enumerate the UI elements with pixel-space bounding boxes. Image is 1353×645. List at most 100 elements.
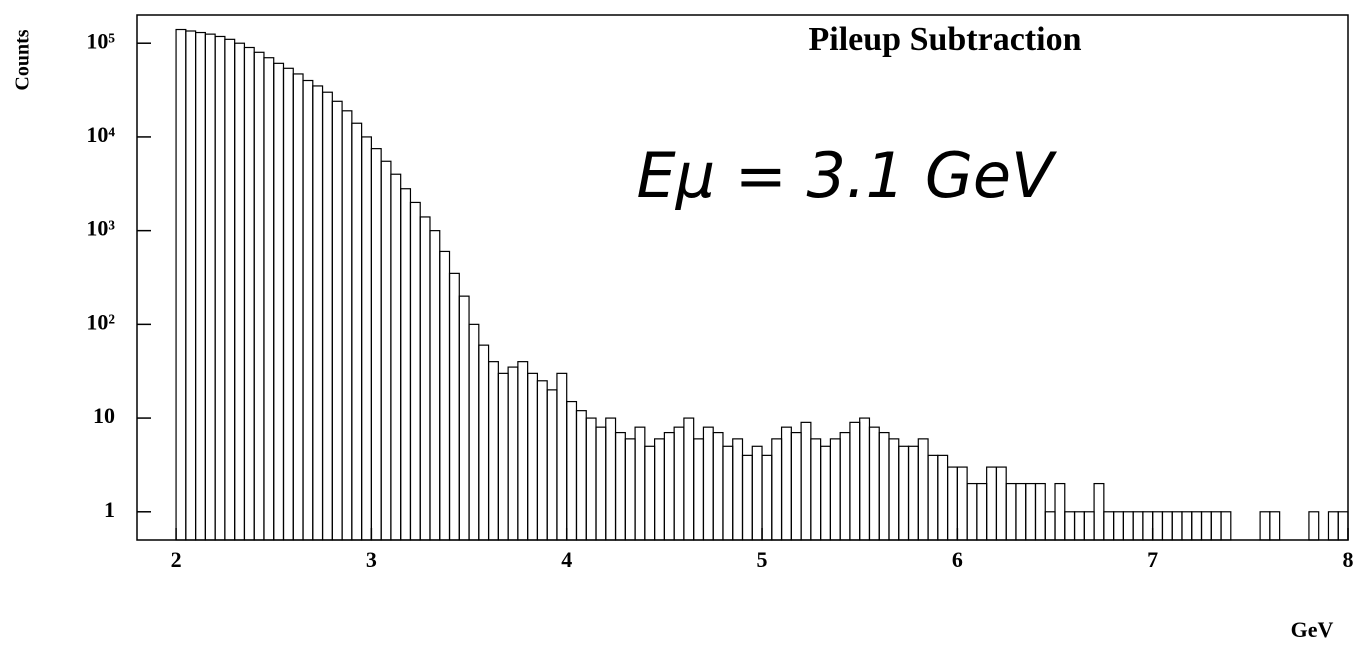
chart-title: Pileup Subtraction <box>809 21 1082 58</box>
histogram-bar <box>790 431 802 541</box>
x-tick-label: 6 <box>952 547 963 572</box>
histogram-bar <box>644 445 656 541</box>
y-tick-label: 10⁴ <box>86 122 115 147</box>
histogram-bar <box>810 438 822 541</box>
histogram-bar <box>292 73 304 541</box>
x-tick-label: 5 <box>757 547 768 572</box>
histogram-bar <box>1113 511 1124 541</box>
histogram-bar <box>751 445 763 541</box>
histogram-bar <box>585 417 597 541</box>
x-tick-label: 3 <box>366 547 377 572</box>
histogram-bar <box>937 454 949 541</box>
histogram-bar <box>1152 511 1164 541</box>
histogram-bar <box>1093 482 1105 541</box>
histogram-bar <box>439 250 451 541</box>
histogram-bar <box>722 445 734 541</box>
histogram-bar <box>351 122 363 541</box>
histogram-bar <box>380 160 392 541</box>
x-tick-label: 7 <box>1147 547 1158 572</box>
histogram-bar <box>566 400 578 541</box>
histogram-bar <box>175 28 187 541</box>
histogram-bar <box>478 344 490 541</box>
histogram-bar <box>1054 482 1066 541</box>
histogram-bar <box>605 417 617 541</box>
histogram-bar <box>527 372 539 541</box>
histogram-bar <box>829 438 841 541</box>
histogram-bar <box>507 366 519 541</box>
histogram-bar <box>1191 511 1203 541</box>
histogram-bar <box>536 380 548 541</box>
histogram-bar <box>468 323 480 541</box>
histogram-bar <box>390 173 402 541</box>
histogram-bar <box>927 454 939 541</box>
histogram-bar <box>429 230 441 541</box>
histogram-bar <box>800 421 812 541</box>
histogram-bar <box>1259 511 1271 541</box>
histogram-bar <box>1132 511 1144 541</box>
histogram-bar <box>312 85 324 541</box>
histogram-bar <box>995 466 1007 541</box>
histogram-bar <box>966 482 978 541</box>
histogram-bar <box>302 79 314 541</box>
histogram-bar <box>732 438 744 541</box>
histogram-bar <box>888 438 900 541</box>
annotation: Eμ = 3.1 GeV <box>637 139 1058 212</box>
histogram-bar <box>1073 511 1085 541</box>
histogram-bar <box>1327 511 1339 541</box>
histogram-bar <box>409 201 421 541</box>
histogram-bar <box>1269 511 1281 541</box>
histogram-bar <box>1308 511 1320 541</box>
histogram-bar <box>986 466 998 541</box>
histogram-bar <box>712 431 724 541</box>
histogram-bar <box>693 438 705 541</box>
x-tick-label: 2 <box>171 547 182 572</box>
histogram-bar <box>663 431 675 541</box>
histogram-bar <box>1171 511 1183 541</box>
histogram-bar <box>1181 511 1193 541</box>
y-tick-label: 10² <box>86 309 115 334</box>
histogram-bar <box>1044 511 1056 541</box>
y-tick-label: 10⁵ <box>86 28 115 53</box>
histogram-bar <box>614 431 626 541</box>
histogram-bar <box>194 31 206 541</box>
histogram-bar <box>859 417 871 541</box>
histogram-bar <box>907 445 919 541</box>
histogram-bar <box>839 431 851 541</box>
y-axis-label: Counts <box>12 29 34 90</box>
histogram-bar <box>771 438 783 541</box>
histogram-bar <box>214 35 226 541</box>
histogram-bar <box>1005 482 1017 541</box>
histogram-bar <box>448 272 460 541</box>
histogram-bar <box>243 46 255 541</box>
histogram-bar <box>224 38 236 541</box>
histogram-bar <box>234 42 246 541</box>
histogram-bar <box>917 438 929 541</box>
histogram-bar <box>185 30 197 541</box>
histogram-bar <box>263 57 275 541</box>
x-tick-label: 8 <box>1343 547 1353 572</box>
y-tick-label: 1 <box>104 497 115 522</box>
histogram-bar <box>487 361 499 541</box>
y-tick-label: 10³ <box>86 216 115 241</box>
histogram-bar <box>400 188 412 541</box>
histogram-bar <box>683 417 695 541</box>
histogram-bar <box>624 438 636 541</box>
x-tick-label: 4 <box>561 547 572 572</box>
histogram-bar <box>253 51 265 541</box>
histogram-bar <box>546 389 558 541</box>
histogram-bar <box>1220 511 1232 541</box>
histogram-bar <box>361 136 372 541</box>
histogram-bar <box>1142 511 1154 541</box>
histogram-bar <box>1161 511 1173 541</box>
histogram-bar <box>898 445 910 541</box>
histogram-bar <box>1083 511 1095 541</box>
histogram-bar <box>868 426 880 541</box>
histogram-bar <box>517 361 529 541</box>
histogram-bar <box>497 372 509 541</box>
histogram-bar <box>878 431 890 541</box>
histogram-bar <box>820 445 831 541</box>
histogram-bar <box>419 216 431 541</box>
histogram-bar <box>282 67 294 541</box>
